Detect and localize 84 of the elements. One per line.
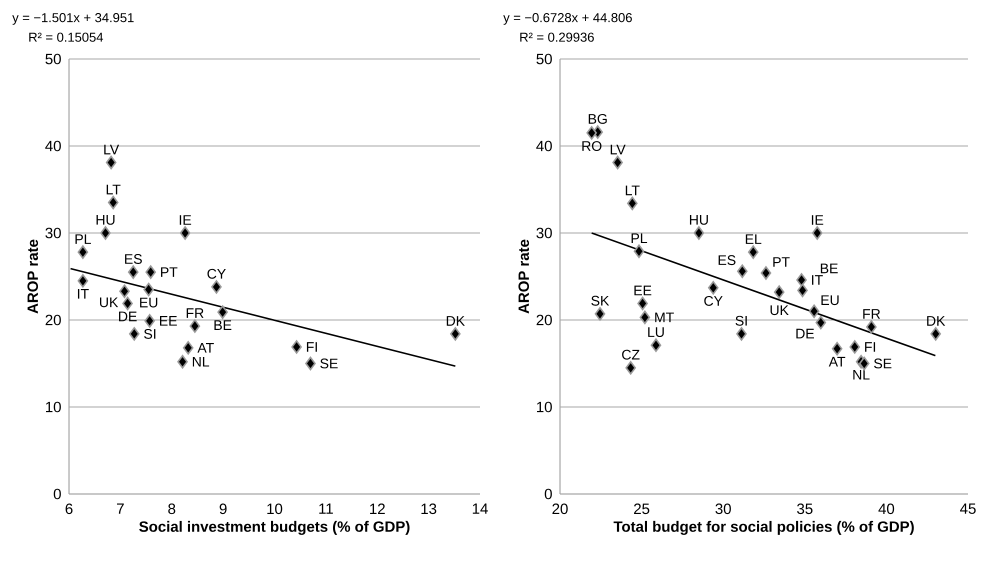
annotation: DE [119,312,137,322]
x-tick-label: 7 [116,504,124,514]
annotation: EL [746,234,762,244]
x-tick-label: 14 [472,504,488,514]
x-tick-label: 25 [634,504,650,514]
annotation: PL [75,234,91,244]
annotation: AT [828,356,846,366]
y-tick-label: 10 [46,402,61,412]
annotation: NL [192,356,210,367]
annotation: ES [718,255,736,266]
y-tick-label: 30 [536,228,552,238]
annotation: CZ [622,350,640,360]
annotation: PT [773,257,790,267]
annotation: LT [626,186,640,196]
annotation: BG [588,114,607,124]
annotation: SE [320,358,338,368]
annotation: LU [648,327,664,338]
y-axis-title: AROP rate [27,240,38,314]
text: y = −0.6728x + 44.806 [503,13,632,25]
annotation: HU [690,215,708,225]
x-tick-label: 30 [715,504,731,514]
annotation: UK [770,305,789,316]
y-tick-label: 20 [536,314,552,326]
annotation: CY [704,296,723,306]
annotation: SI [144,328,156,339]
y-tick-label: 40 [536,140,552,152]
x-tick-label: 6 [66,504,73,514]
annotation: DK [927,316,946,326]
text: R² = 0.29936 [520,32,594,42]
annotation: BE [214,320,232,330]
annotation: IE [812,215,824,225]
x-axis-title: Social investment budgets (% of GDP) [139,520,410,535]
annotation: BE [820,264,838,274]
y-tick-label: 50 [45,54,61,64]
annotation: NL [853,370,870,380]
annotation: EU [140,298,158,308]
annotation: DK [446,316,465,326]
x-tick-label: 20 [552,504,568,514]
annotation: SK [591,296,610,306]
annotation: UK [100,297,118,308]
x-tick-label: 10 [267,504,282,514]
x-tick-label: 11 [319,504,333,514]
annotation: LV [104,144,120,154]
annotation: DE [796,328,814,338]
annotation: MT [655,312,674,322]
annotation: PL [632,233,648,244]
x-tick-label: 8 [168,504,176,514]
x-tick-label: 13 [421,504,436,514]
annotation: FI [306,342,317,352]
y-axis-title: AROP rate [518,240,530,314]
x-tick-label: 35 [797,504,812,514]
text: R² = 0.15054 [29,32,104,42]
x-axis-title: Total budget for social policies (% of GDP) [614,520,914,535]
y-tick-label: 20 [46,314,61,326]
annotation: EE [634,286,652,296]
x-tick-label: 45 [960,504,976,514]
annotation: SI [736,316,747,326]
annotation: SE [874,358,892,368]
x-tick-label: 12 [370,504,385,514]
x-tick-label: 40 [878,504,894,514]
annotation: FI [865,342,876,352]
y-tick-label: 10 [537,402,552,412]
y-tick-label: 0 [54,488,61,500]
annotation: IT [78,289,89,299]
annotation: EU [821,295,839,306]
y-tick-label: 30 [45,228,61,238]
annotation: FR [863,309,880,319]
annotation: IE [180,215,192,225]
annotation: RO [582,141,602,152]
annotation: HU [96,215,114,225]
y-tick-label: 0 [544,488,552,500]
annotation: PT [161,267,178,277]
annotation: IT [812,275,823,285]
text: y = −1.501x + 34.951 [12,13,134,25]
annotation: ES [125,254,142,264]
annotation: CY [207,268,226,279]
y-tick-label: 40 [45,140,61,152]
x-tick-label: 9 [220,504,227,514]
annotation: FR [186,308,204,318]
annotation: LV [610,144,626,154]
annotation: EE [160,316,177,326]
y-tick-label: 50 [536,54,552,64]
annotation: LT [106,184,120,194]
annotation: AT [197,343,214,353]
